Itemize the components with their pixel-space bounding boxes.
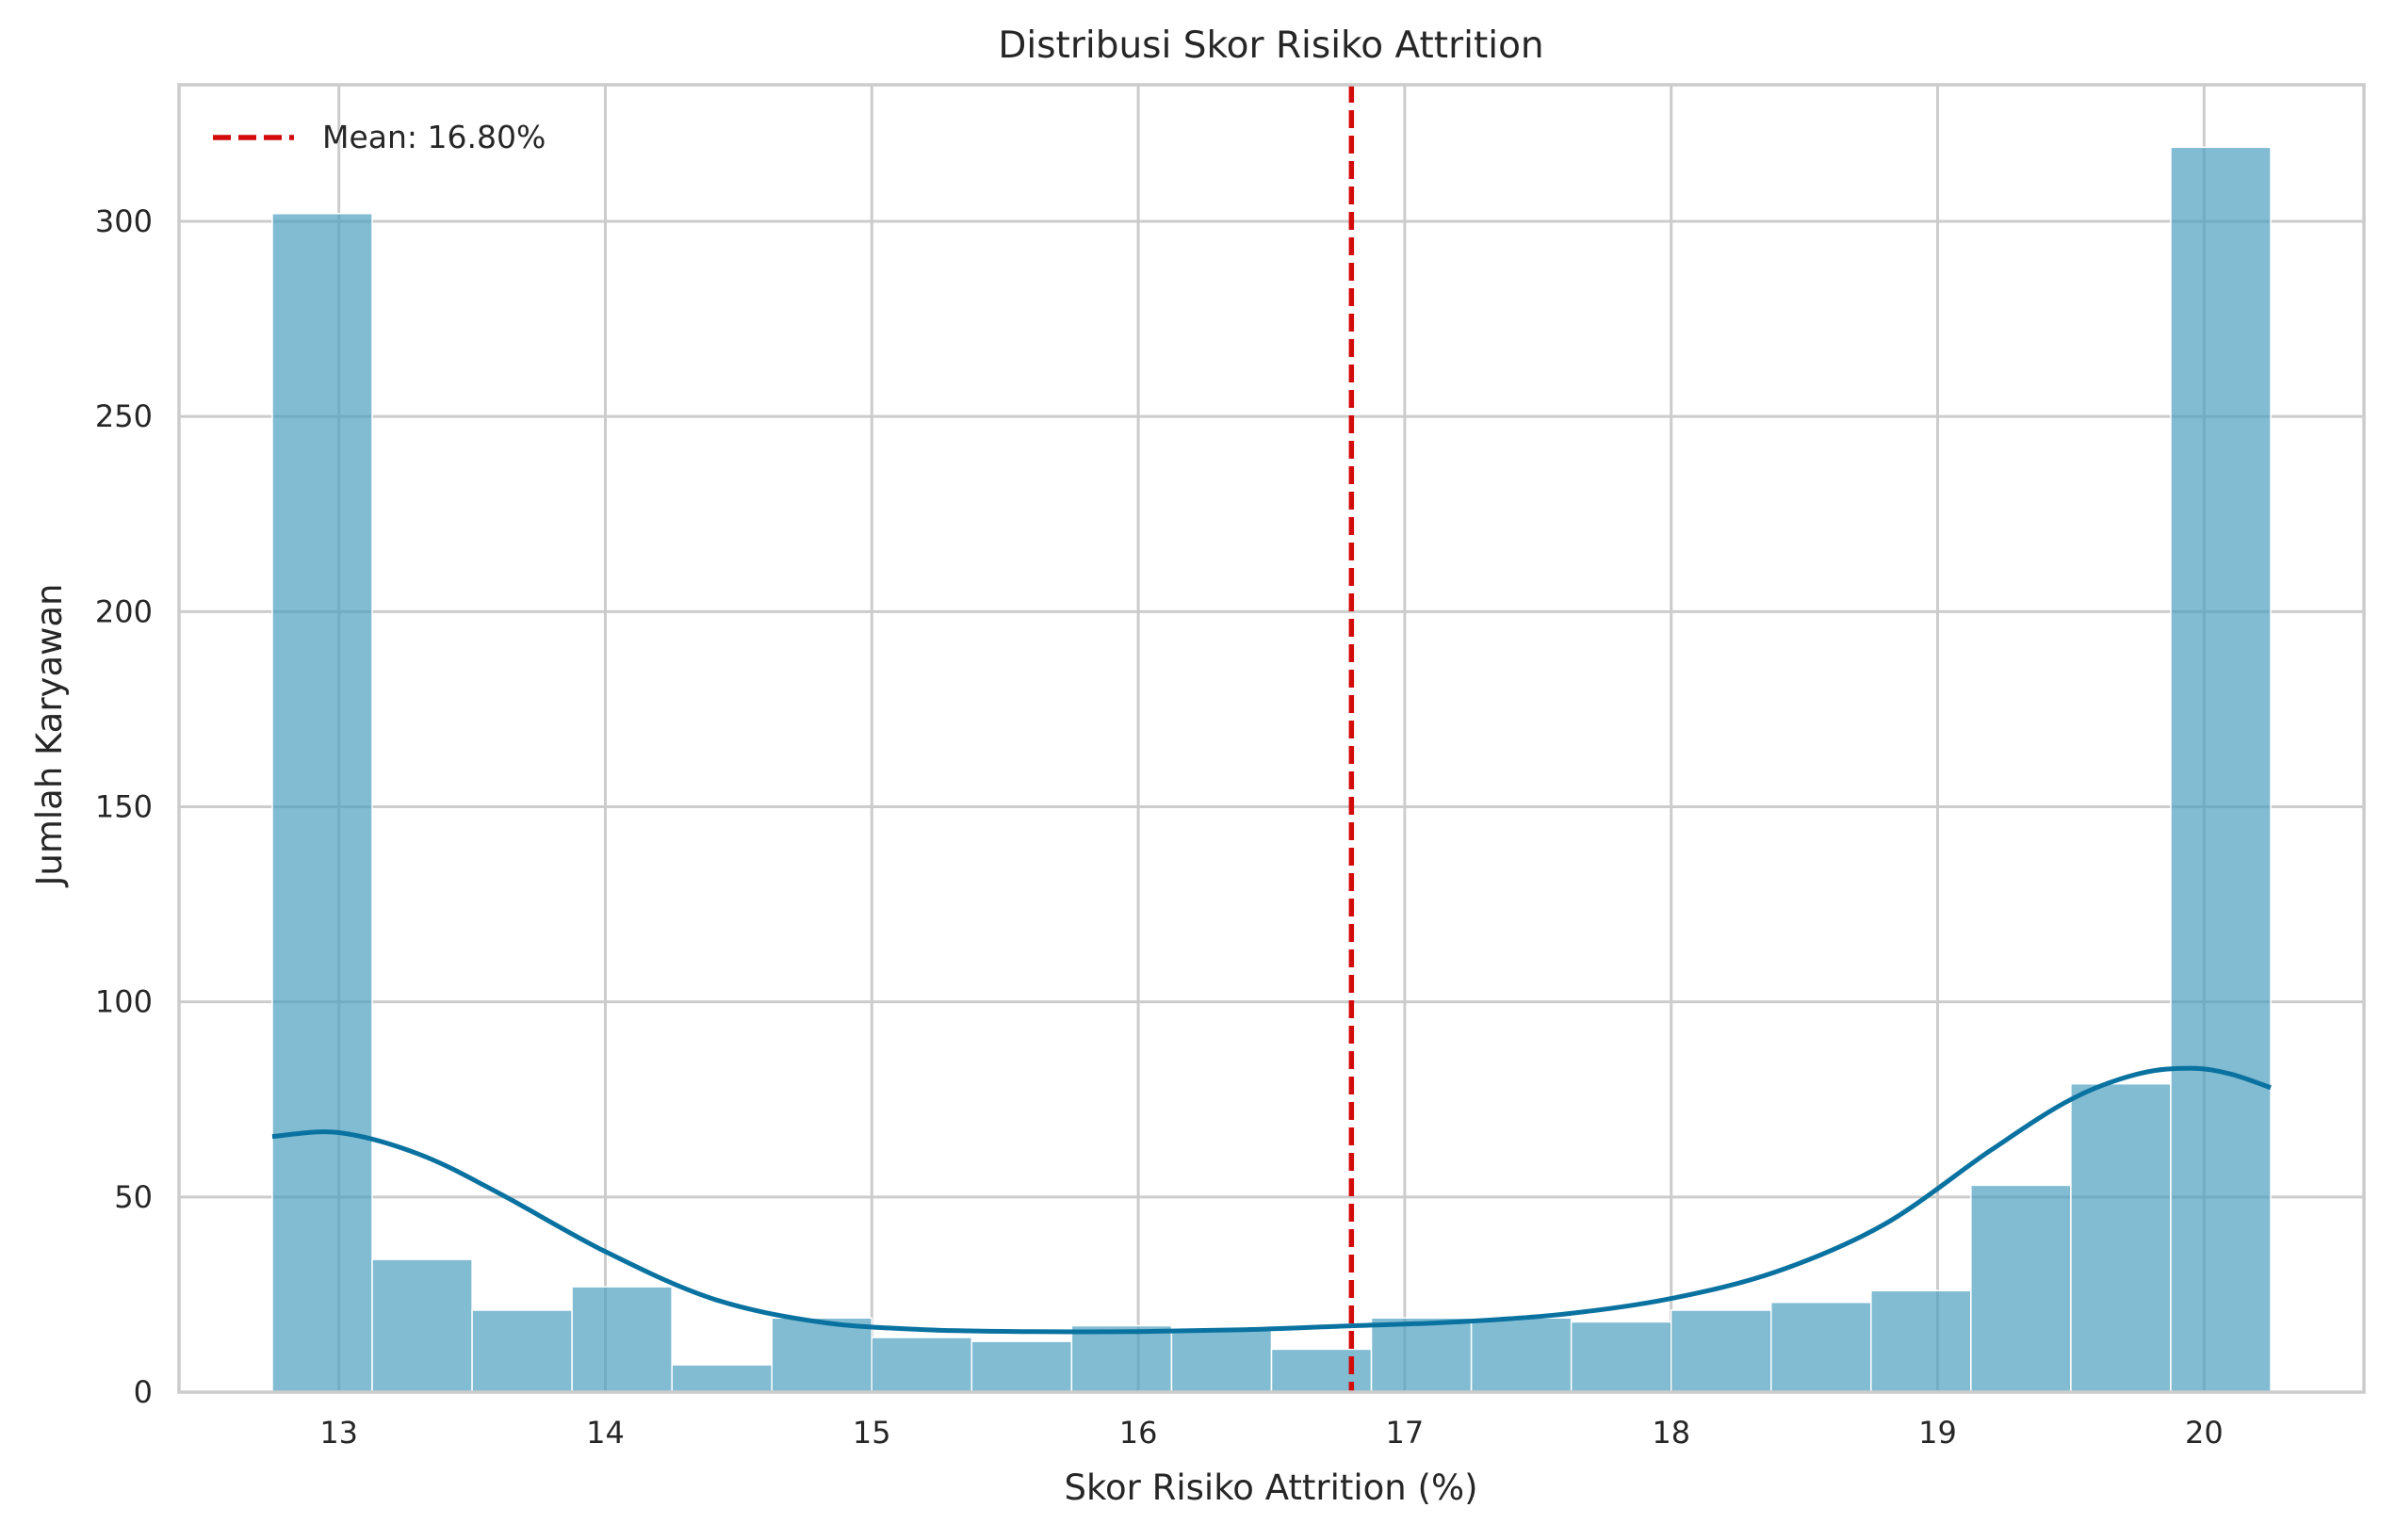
histogram-bar	[371, 1258, 473, 1393]
x-tick-label: 15	[853, 1415, 891, 1451]
histogram-bar	[1570, 1321, 1672, 1393]
histogram-bar	[2070, 1082, 2172, 1393]
histogram-bar	[1670, 1309, 1772, 1393]
legend: Mean: 16.80%	[213, 119, 546, 155]
x-tick-label: 13	[319, 1415, 358, 1451]
histogram-bar	[1370, 1317, 1473, 1393]
histogram-bars	[271, 146, 2272, 1393]
y-tick-label: 250	[95, 398, 153, 434]
y-tick-label: 150	[95, 789, 153, 825]
histogram-bar	[1770, 1301, 1872, 1393]
y-axis-label: Jumlah Karyawan	[29, 583, 70, 887]
plot-frame	[177, 83, 2366, 1394]
x-tick-label: 16	[1119, 1415, 1158, 1451]
y-tick-label: 200	[95, 593, 153, 629]
x-tick-label: 18	[1652, 1415, 1690, 1451]
histogram-bar	[1870, 1289, 1972, 1393]
histogram-bar	[871, 1337, 973, 1393]
legend-mean-label: Mean: 16.80%	[322, 119, 546, 155]
histogram-bar	[771, 1317, 873, 1393]
x-axis-ticks: 13 14 15 16 17 18 19 20	[319, 1415, 2223, 1451]
histogram-bar	[271, 212, 373, 1393]
histogram-bar	[471, 1309, 573, 1393]
histogram-bar	[1270, 1348, 1373, 1393]
x-tick-label: 20	[2185, 1415, 2224, 1451]
y-tick-label: 0	[134, 1374, 153, 1410]
x-tick-label: 19	[1918, 1415, 1957, 1451]
histogram-bar	[2170, 146, 2272, 1393]
histogram-bar	[970, 1340, 1073, 1393]
y-axis-ticks: 0 50 100 150 200 250 300	[95, 203, 153, 1410]
histogram-bar	[571, 1286, 673, 1393]
histogram-bar	[1070, 1324, 1173, 1393]
histogram-bar	[1970, 1184, 2072, 1393]
x-tick-label: 14	[586, 1415, 625, 1451]
y-tick-label: 300	[95, 203, 153, 239]
histogram-bar	[671, 1364, 773, 1393]
y-tick-label: 100	[95, 984, 153, 1020]
x-axis-label: Skor Risiko Attrition (%)	[1064, 1467, 1477, 1508]
y-tick-label: 50	[114, 1179, 153, 1215]
kde-curve	[271, 1065, 2272, 1335]
histogram-bar	[1470, 1317, 1573, 1393]
x-tick-label: 17	[1386, 1415, 1425, 1451]
chart-title: Distribusi Skor Risiko Attrition	[998, 24, 1543, 67]
histogram-bar	[1170, 1328, 1273, 1393]
